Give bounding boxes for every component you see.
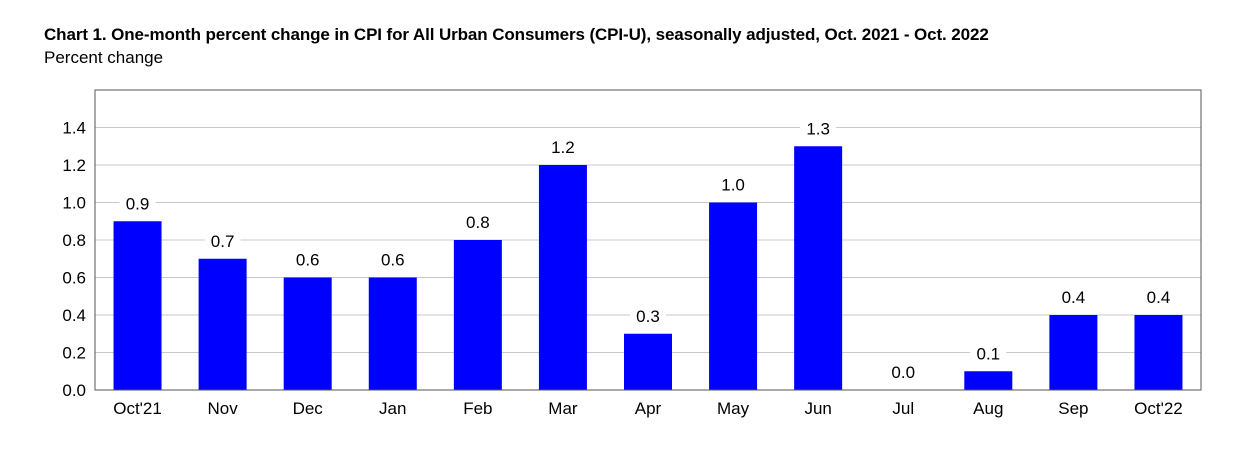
data-label-background xyxy=(970,343,1007,365)
bar xyxy=(453,240,502,390)
data-label: 1.2 xyxy=(551,138,575,157)
x-tick-label: Feb xyxy=(463,399,492,418)
bar xyxy=(538,165,587,390)
x-tick-label: Jun xyxy=(804,399,831,418)
data-label-background xyxy=(289,249,326,271)
y-tick-label: 1.4 xyxy=(62,119,86,138)
x-axis-ticks: Oct'21 Nov Dec Jan Feb Mar Apr May Jun Jul Aug Sep O… xyxy=(113,399,1183,418)
y-tick-label: 0.4 xyxy=(62,306,86,325)
y-tick-label: 0.6 xyxy=(62,269,86,288)
x-tick-label: Aug xyxy=(973,399,1003,418)
y-tick-label: 1.0 xyxy=(62,194,86,213)
x-tick-label: Jan xyxy=(379,399,406,418)
data-label: 0.4 xyxy=(1062,288,1086,307)
data-label: 0.1 xyxy=(976,344,1000,363)
data-label-background xyxy=(630,305,666,327)
data-label: 0.7 xyxy=(211,232,235,251)
data-label-background xyxy=(459,212,496,233)
y-tick-label: 0.2 xyxy=(62,344,86,363)
data-labels: 0.9 0.7 0.6 0.6 0.8 1.2 0.3 1.0 1.3 0.0 0.1 0.4 0.4 xyxy=(119,118,1177,383)
y-tick-label: 1.2 xyxy=(62,156,86,175)
x-tick-label: Apr xyxy=(635,399,662,418)
x-tick-label: Oct'22 xyxy=(1134,399,1183,418)
y-tick-label: 0.8 xyxy=(62,231,86,250)
y-axis-ticks: 0.0 0.2 0.4 0.6 0.8 1.0 1.2 1.4 xyxy=(62,119,86,401)
x-tick-label: Nov xyxy=(207,399,238,418)
gridlines xyxy=(95,127,1201,353)
data-label: 1.3 xyxy=(806,119,830,138)
x-tick-label: Mar xyxy=(548,399,578,418)
x-tick-label: Oct'21 xyxy=(113,399,162,418)
x-tick-label: May xyxy=(717,399,750,418)
data-label-background xyxy=(204,230,241,252)
data-label-background xyxy=(800,118,837,140)
bar xyxy=(624,333,672,390)
data-label-background xyxy=(119,193,156,215)
x-tick-label: Dec xyxy=(293,399,324,418)
data-label: 0.4 xyxy=(1147,288,1171,307)
data-label: 1.0 xyxy=(721,176,745,195)
data-label-background xyxy=(1055,287,1092,308)
data-label: 0.3 xyxy=(636,307,660,326)
bar xyxy=(283,277,332,390)
bar xyxy=(964,371,1013,390)
chart-title: Chart 1. One-month percent change in CPI… xyxy=(44,25,989,44)
data-label: 0.0 xyxy=(891,363,915,382)
bar xyxy=(368,277,417,390)
x-tick-label: Sep xyxy=(1058,399,1088,418)
y-tick-label: 0.0 xyxy=(62,381,86,400)
data-label: 0.6 xyxy=(381,251,405,270)
data-label: 0.9 xyxy=(126,194,150,213)
data-label-background xyxy=(374,249,411,271)
bar xyxy=(794,146,843,390)
bar xyxy=(1049,315,1098,390)
bar xyxy=(198,258,247,390)
bars xyxy=(113,146,1183,390)
bar xyxy=(113,221,162,390)
data-label-background xyxy=(1140,287,1177,308)
chart-subtitle: Percent change xyxy=(44,48,164,67)
bar xyxy=(1134,315,1183,390)
bar xyxy=(709,202,758,390)
data-label-background xyxy=(885,362,922,383)
x-tick-label: Jul xyxy=(892,399,914,418)
data-label-background xyxy=(544,137,581,158)
data-label: 0.6 xyxy=(296,251,320,270)
data-label: 0.8 xyxy=(466,213,490,232)
data-label-background xyxy=(715,174,752,196)
plot-frame xyxy=(94,89,1202,391)
